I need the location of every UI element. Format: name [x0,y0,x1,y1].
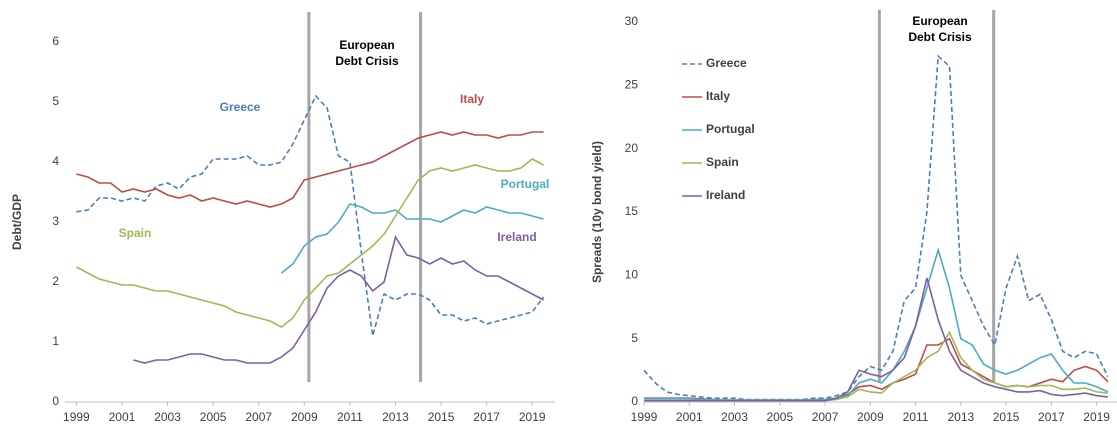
series-label: Ireland [497,230,536,244]
y-tick-label: 6 [52,34,59,48]
y-tick-label: 20 [625,141,639,155]
x-tick-label: 2011 [337,410,363,424]
annotation: European [912,14,967,28]
series-label: Spain [119,226,152,240]
legend-label: Portugal [706,122,755,136]
x-tick-label: 2013 [947,410,974,424]
series-line [76,94,545,337]
x-tick-label: 2019 [519,410,546,424]
legend-label: Greece [706,56,747,70]
x-tick-label: 2009 [857,410,884,424]
x-tick-label: 2019 [1083,410,1110,424]
y-tick-label: 5 [52,94,59,108]
series-line [644,277,1108,402]
legend-label: Ireland [706,188,745,202]
y-tick-label: 10 [625,268,639,282]
x-tick-label: 2013 [382,410,409,424]
x-tick-label: 2015 [428,410,455,424]
series-line [643,54,1109,401]
y-tick-label: 2 [52,274,59,288]
x-tick-label: 2015 [993,410,1020,424]
legend-label: Spain [706,155,739,169]
x-tick-label: 1999 [63,410,90,424]
x-tick-label: 2005 [200,410,227,424]
series-label: Portugal [501,177,550,191]
x-tick-label: 2001 [676,410,703,424]
annotation: European [339,38,394,52]
annotation: Debt Crisis [335,54,399,68]
y-axis-label: Debt/GDP [10,194,24,250]
series-line [133,235,544,364]
x-tick-label: 1999 [631,410,658,424]
y-axis-label: Spreads (10y bond yield) [590,141,604,283]
y-tick-label: 0 [631,394,638,408]
series-line [76,131,544,208]
y-tick-label: 15 [625,204,639,218]
x-tick-label: 2005 [766,410,793,424]
y-tick-label: 4 [52,154,59,168]
series-line [76,158,544,328]
annotation: Debt Crisis [908,30,972,44]
y-tick-label: 1 [52,334,59,348]
x-tick-label: 2007 [812,410,839,424]
y-tick-label: 25 [625,78,639,92]
x-tick-label: 2003 [154,410,181,424]
y-tick-label: 0 [52,394,59,408]
legend-label: Italy [706,89,730,103]
x-tick-label: 2001 [109,410,136,424]
y-tick-label: 30 [625,14,639,28]
x-tick-label: 2007 [245,410,272,424]
series-line [281,203,544,274]
x-tick-label: 2003 [721,410,748,424]
x-tick-label: 2009 [291,410,318,424]
y-tick-label: 3 [52,214,59,228]
y-tick-label: 5 [631,331,638,345]
x-tick-label: 2017 [473,410,500,424]
x-tick-label: 2017 [1038,410,1065,424]
series-line [644,247,1109,401]
x-tick-label: 2011 [903,410,929,424]
series-label: Greece [220,100,261,114]
series-label: Italy [460,92,484,106]
